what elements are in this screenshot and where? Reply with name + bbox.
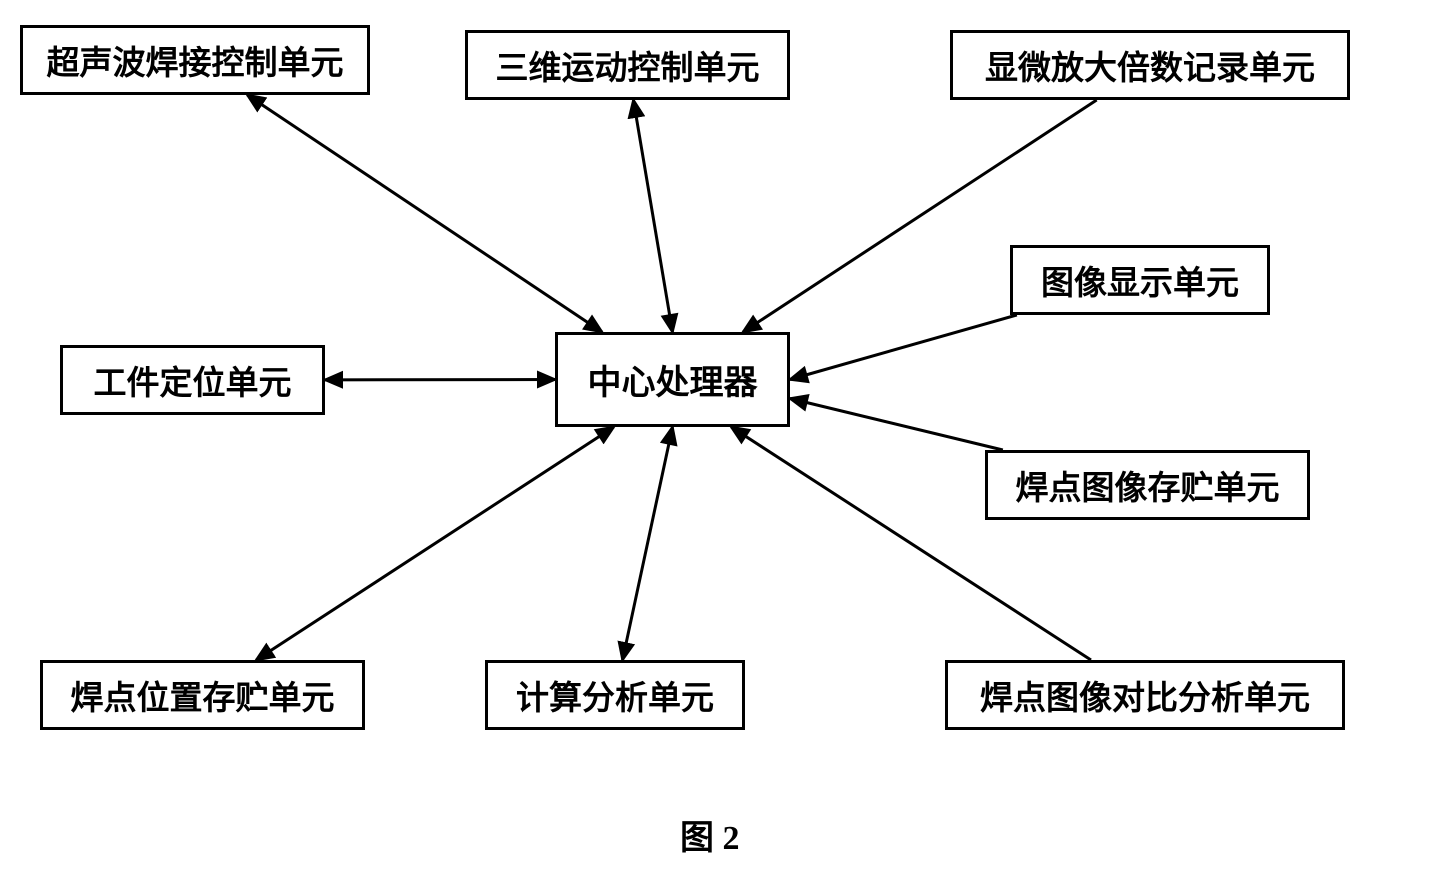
edge-center-posstore [256,427,614,660]
node-imgstore: 焊点图像存贮单元 [985,450,1310,520]
node-workpiece: 工件定位单元 [60,345,325,415]
edge-center-ultrasonic [247,95,602,332]
edge-center-imgdisplay [790,315,1017,380]
edge-center-calc [623,427,673,660]
diagram-edges [0,0,1453,893]
node-magnify: 显微放大倍数记录单元 [950,30,1350,100]
node-calc: 计算分析单元 [485,660,745,730]
edge-center-imgstore [790,399,1003,451]
node-imgcompare: 焊点图像对比分析单元 [945,660,1345,730]
node-imgdisplay: 图像显示单元 [1010,245,1270,315]
node-posstore: 焊点位置存贮单元 [40,660,365,730]
node-motion3d: 三维运动控制单元 [465,30,790,100]
node-center: 中心处理器 [555,332,790,427]
figure-caption: 图 2 [680,810,740,859]
edge-center-motion3d [633,100,672,332]
node-ultrasonic: 超声波焊接控制单元 [20,25,370,95]
